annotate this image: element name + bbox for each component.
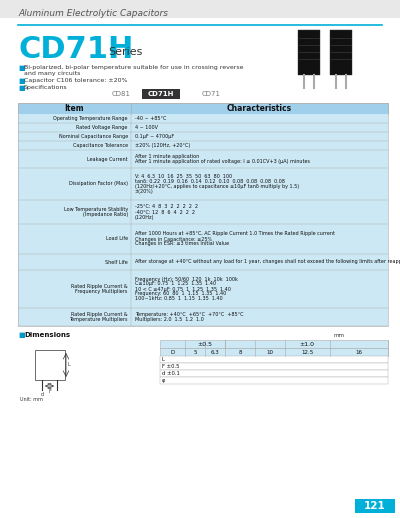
Text: L: L <box>68 363 71 367</box>
Text: Low Temperature Stability: Low Temperature Stability <box>64 207 128 212</box>
Text: Bi-polarized, bi-polar temperature suitable for use in crossing reverse: Bi-polarized, bi-polar temperature suita… <box>24 65 244 70</box>
Text: Shelf Life: Shelf Life <box>105 260 128 265</box>
Text: After 1 minute application of rated voltage: I ≤ 0.01CV+3 (μA) minutes: After 1 minute application of rated volt… <box>135 159 310 164</box>
Text: (120Hz): (120Hz) <box>135 214 154 220</box>
Text: ±0.5: ±0.5 <box>198 341 212 347</box>
Text: Changes in Capacitance: ≤25%: Changes in Capacitance: ≤25% <box>135 237 212 241</box>
Text: mm: mm <box>334 333 345 338</box>
Bar <box>355 499 395 513</box>
Bar <box>160 348 388 356</box>
Text: CD71H: CD71H <box>18 36 133 65</box>
Text: -40°C: 12  8  6  4  2  2  2: -40°C: 12 8 6 4 2 2 2 <box>135 209 195 214</box>
Bar <box>160 370 388 377</box>
Bar <box>18 224 388 254</box>
Text: Changes in ESR: ≤3 times Initial Value: Changes in ESR: ≤3 times Initial Value <box>135 241 229 247</box>
Text: Rated Ripple Current &: Rated Ripple Current & <box>71 284 128 289</box>
Text: -25°C: 4  8  3  2  2  2  2  2: -25°C: 4 8 3 2 2 2 2 2 <box>135 205 198 209</box>
Bar <box>160 340 388 348</box>
Bar <box>18 114 388 123</box>
Text: ±20% (120Hz, +20°C): ±20% (120Hz, +20°C) <box>135 143 190 148</box>
Bar <box>18 270 388 308</box>
Text: Nominal Capacitance Range: Nominal Capacitance Range <box>58 134 128 139</box>
Text: ±1.0: ±1.0 <box>299 341 314 347</box>
Bar <box>298 30 320 75</box>
Text: Operating Temperature Range: Operating Temperature Range <box>53 116 128 121</box>
Bar <box>18 103 388 326</box>
Text: L: L <box>162 357 165 362</box>
Text: d ±0.1: d ±0.1 <box>162 371 180 376</box>
Bar <box>160 356 388 363</box>
Text: 10 < C ≤47μF: 0.75  1  1.25  1.35  1.40: 10 < C ≤47μF: 0.75 1 1.25 1.35 1.40 <box>135 286 231 292</box>
Bar <box>18 103 388 114</box>
Text: tanδ: 0.22  0.19  0.16  0.14  0.12  0.10  0.08  0.08  0.08  0.08: tanδ: 0.22 0.19 0.16 0.14 0.12 0.10 0.08… <box>135 179 285 184</box>
Bar <box>18 132 388 141</box>
Text: Multipliers: 2.0  1.5  1.2  1.0: Multipliers: 2.0 1.5 1.2 1.0 <box>135 317 204 322</box>
Text: CD71H: CD71H <box>148 92 174 97</box>
Text: Characteristics: Characteristics <box>227 104 292 113</box>
Text: Load Life: Load Life <box>106 237 128 241</box>
Text: C≤10μF: 0.75  1  1.25  1.35  1.40: C≤10μF: 0.75 1 1.25 1.35 1.40 <box>135 281 216 286</box>
Text: Leakage Current: Leakage Current <box>87 156 128 162</box>
Text: 12.5: 12.5 <box>301 350 314 354</box>
Text: Temperature Multipliers: Temperature Multipliers <box>69 317 128 322</box>
Text: Temperature: +40°C  +65°C  +70°C  +85°C: Temperature: +40°C +65°C +70°C +85°C <box>135 312 243 317</box>
Text: ■: ■ <box>18 65 25 71</box>
Text: After 1000 Hours at +85°C, AC Ripple Current 1.0 Times the Rated Ripple current: After 1000 Hours at +85°C, AC Ripple Cur… <box>135 232 335 237</box>
Bar <box>0 0 400 18</box>
Text: ■: ■ <box>18 85 25 91</box>
Bar <box>330 30 352 75</box>
Text: Unit: mm: Unit: mm <box>20 397 43 402</box>
Text: V: 4  6.3  10  16  25  35  50  63  80  100: V: 4 6.3 10 16 25 35 50 63 80 100 <box>135 174 232 179</box>
Text: After 1 minute application: After 1 minute application <box>135 154 199 159</box>
Text: 10: 10 <box>266 350 274 354</box>
Bar <box>18 141 388 150</box>
Text: 0.1μF ~ 4700μF: 0.1μF ~ 4700μF <box>135 134 174 139</box>
Bar <box>18 254 388 270</box>
Text: F: F <box>48 389 51 394</box>
Text: Frequency: 60  80  1  1.15  1.35  1.40: Frequency: 60 80 1 1.15 1.35 1.40 <box>135 292 226 296</box>
Bar <box>35 350 65 380</box>
Bar <box>18 200 388 224</box>
Text: Capacitor C106 tolerance: ±20%: Capacitor C106 tolerance: ±20% <box>24 78 128 83</box>
Text: 5: 5 <box>193 350 197 354</box>
Bar <box>160 363 388 370</box>
Bar <box>142 89 180 99</box>
Bar <box>18 123 388 132</box>
Text: Item: Item <box>65 104 84 113</box>
Text: 121: 121 <box>364 501 386 511</box>
Text: -40 ~ +85°C: -40 ~ +85°C <box>135 116 166 121</box>
Text: F ±0.5: F ±0.5 <box>162 364 180 369</box>
Bar <box>18 168 388 200</box>
Text: After storage at +40°C without any load for 1 year, changes shall not exceed the: After storage at +40°C without any load … <box>135 260 400 265</box>
Text: Series: Series <box>108 47 142 57</box>
Text: ■: ■ <box>18 332 25 338</box>
Text: Capacitance Tolerance: Capacitance Tolerance <box>73 143 128 148</box>
Text: ■: ■ <box>18 78 25 84</box>
Text: 4 ~ 100V: 4 ~ 100V <box>135 125 158 130</box>
Text: Dimensions: Dimensions <box>24 332 70 338</box>
Text: Frequency (Hz): 50/60  120  1k  10k  100k: Frequency (Hz): 50/60 120 1k 10k 100k <box>135 277 238 281</box>
Text: CD71: CD71 <box>202 92 220 97</box>
Text: d: d <box>40 392 44 397</box>
Text: CD81: CD81 <box>112 92 130 97</box>
Text: 8: 8 <box>238 350 242 354</box>
Bar <box>18 308 388 326</box>
Bar <box>18 150 388 168</box>
Text: Dissipation Factor (Max): Dissipation Factor (Max) <box>69 181 128 186</box>
Text: Frequency Multipliers: Frequency Multipliers <box>76 289 128 294</box>
Text: Specifications: Specifications <box>24 85 68 90</box>
Text: 16: 16 <box>356 350 362 354</box>
Text: (Impedance Ratio): (Impedance Ratio) <box>82 212 128 217</box>
Bar <box>160 377 388 384</box>
Text: and many circuits: and many circuits <box>24 71 80 76</box>
Text: ±(20%): ±(20%) <box>135 189 154 194</box>
Text: Aluminum Electrolytic Capacitors: Aluminum Electrolytic Capacitors <box>18 9 168 19</box>
Text: (120Hz/+20°C, applies to capacitance ≤10μF tanδ multiply by 1.5): (120Hz/+20°C, applies to capacitance ≤10… <box>135 184 299 189</box>
Text: Rated Voltage Range: Rated Voltage Range <box>76 125 128 130</box>
Text: D: D <box>170 350 175 354</box>
Text: 6.3: 6.3 <box>211 350 219 354</box>
Text: Rated Ripple Current &: Rated Ripple Current & <box>71 312 128 317</box>
Text: 100~1kHz: 0.85  1  1.15  1.35  1.40: 100~1kHz: 0.85 1 1.15 1.35 1.40 <box>135 296 222 301</box>
Text: φ: φ <box>162 378 165 383</box>
